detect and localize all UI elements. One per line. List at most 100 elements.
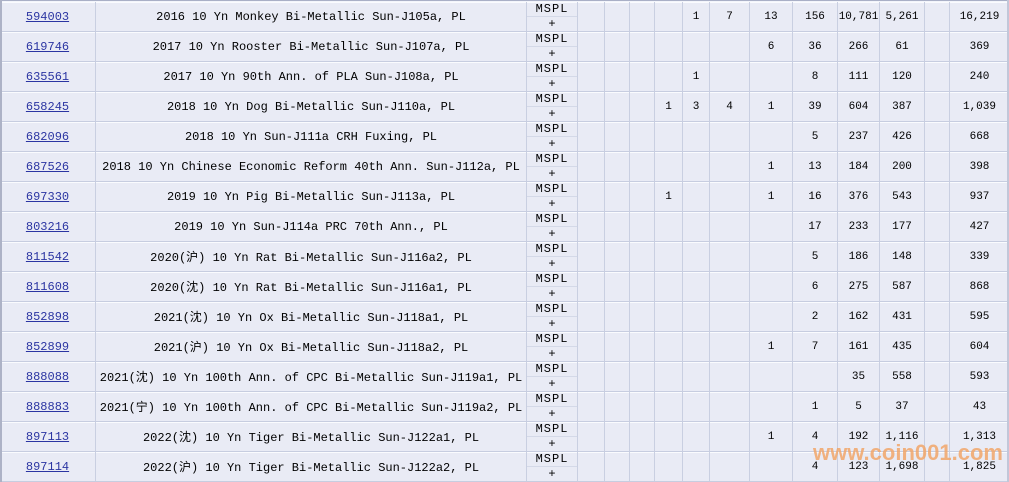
designation-plus: +: [548, 197, 556, 211]
grade-count-cell: [710, 272, 750, 301]
table-row: 811542 2020(沪) 10 Yn Rat Bi-Metallic Sun…: [0, 242, 1009, 272]
coin-id-link[interactable]: 594003: [25, 9, 70, 24]
designation-mspl: MSPL: [527, 152, 577, 167]
coin-id-link[interactable]: 682096: [25, 129, 70, 144]
grade-count-cell: [655, 2, 683, 31]
table-row: 888088 2021(沈) 10 Yn 100th Ann. of CPC B…: [0, 362, 1009, 392]
coin-id-cell: 658245: [0, 92, 96, 121]
grade-count-cell: 1: [793, 392, 838, 421]
grade-count-cell: 4: [793, 422, 838, 451]
grade-count-cell: [710, 302, 750, 331]
grade-count-cell: [605, 332, 630, 361]
coin-id-link[interactable]: 697330: [25, 189, 70, 204]
designation-mspl: MSPL: [527, 32, 577, 47]
table-row: 897113 2022(沈) 10 Yn Tiger Bi-Metallic S…: [0, 422, 1009, 452]
grade-count-cell: 587: [880, 272, 925, 301]
coin-id-link[interactable]: 811542: [25, 249, 70, 264]
grade-count-cell: [683, 122, 710, 151]
grade-count-cell: [710, 122, 750, 151]
coin-id-link[interactable]: 635561: [25, 69, 70, 84]
designation-cell: MSPL +: [527, 422, 578, 451]
grade-count-cell: [630, 332, 655, 361]
grade-count-cell: [750, 392, 793, 421]
designation-cell: MSPL +: [527, 332, 578, 361]
coin-id-cell: 897113: [0, 422, 96, 451]
designation-mspl: MSPL: [527, 362, 577, 377]
grade-count-cell: 1: [750, 332, 793, 361]
coin-description: 2021(沈) 10 Yn 100th Ann. of CPC Bi-Metal…: [96, 362, 527, 391]
grade-count-cell: [578, 422, 605, 451]
coin-id-link[interactable]: 852899: [25, 339, 70, 354]
grade-count-cell: 17: [793, 212, 838, 241]
designation-cell: MSPL +: [527, 242, 578, 271]
total-count: 604: [969, 340, 990, 353]
designation-plus: +: [548, 347, 556, 361]
table-row: 682096 2018 10 Yn Sun-J111a CRH Fuxing, …: [0, 122, 1009, 152]
coin-id-link[interactable]: 888883: [25, 399, 70, 414]
coin-description: 2019 10 Yn Sun-J114a PRC 70th Ann., PL: [96, 212, 527, 241]
grade-count-cell: [925, 32, 950, 61]
coin-id-link[interactable]: 658245: [25, 99, 70, 114]
grade-count-cell: [655, 272, 683, 301]
grade-count-cell: [710, 32, 750, 61]
grade-count-cell: [605, 92, 630, 121]
grade-count-cell: 435: [880, 332, 925, 361]
coin-id-cell: 803216: [0, 212, 96, 241]
grade-count-cell: [605, 2, 630, 31]
coin-id-link[interactable]: 803216: [25, 219, 70, 234]
grade-count-cell: [578, 452, 605, 481]
grade-count-cell: 431: [880, 302, 925, 331]
grade-count-cell: 162: [838, 302, 880, 331]
grade-count-cell: 35: [838, 362, 880, 391]
designation-plus: +: [548, 227, 556, 241]
grade-count-cell: [578, 92, 605, 121]
grade-count-cell: [578, 62, 605, 91]
coin-id-link[interactable]: 888088: [25, 369, 70, 384]
grade-count-cell: [750, 62, 793, 91]
grade-count-cell: [655, 152, 683, 181]
grade-count-cell: 233: [838, 212, 880, 241]
grade-count-cell: [925, 302, 950, 331]
grade-count-cell: [683, 392, 710, 421]
total-count: 43: [972, 400, 987, 413]
grade-count-cell: 36: [793, 32, 838, 61]
coin-id-link[interactable]: 852898: [25, 309, 70, 324]
coin-id-cell: 897114: [0, 452, 96, 481]
grade-count-cell: 426: [880, 122, 925, 151]
coin-description: 2018 10 Yn Chinese Economic Reform 40th …: [96, 152, 527, 181]
grade-count-cell: [630, 92, 655, 121]
coin-description: 2019 10 Yn Pig Bi-Metallic Sun-J113a, PL: [96, 182, 527, 211]
coin-id-cell: 852898: [0, 302, 96, 331]
total-count: 668: [969, 130, 990, 143]
coin-id-link[interactable]: 687526: [25, 159, 70, 174]
coin-id-link[interactable]: 897113: [25, 429, 70, 444]
grade-count-cell: [605, 32, 630, 61]
grade-count-cell: 5: [793, 242, 838, 271]
coin-id-cell: 682096: [0, 122, 96, 151]
grade-count-cell: [710, 152, 750, 181]
grade-count-cell: [925, 242, 950, 271]
designation-cell: MSPL +: [527, 302, 578, 331]
designation-plus: +: [548, 257, 556, 271]
grade-count-cell: [925, 62, 950, 91]
coin-id-link[interactable]: 811608: [25, 279, 70, 294]
total-count: 240: [969, 70, 990, 83]
coin-id-link[interactable]: 619746: [25, 39, 70, 54]
grade-count-cell: [630, 272, 655, 301]
grade-count-cell: 4: [793, 452, 838, 481]
grade-count-cell: 266: [838, 32, 880, 61]
designation-plus: +: [548, 407, 556, 421]
grade-count-cell: 1: [750, 152, 793, 181]
grade-count-cell: [578, 332, 605, 361]
grade-count-cell: 1: [655, 182, 683, 211]
coin-id-cell: 888883: [0, 392, 96, 421]
grade-count-cell: [605, 392, 630, 421]
grade-count-cell: 200: [880, 152, 925, 181]
grade-count-cell: 123: [838, 452, 880, 481]
grade-count-cell: [710, 362, 750, 391]
grade-count-cell: [683, 152, 710, 181]
designation-cell: MSPL +: [527, 152, 578, 181]
grade-count-cell: [605, 242, 630, 271]
coin-id-link[interactable]: 897114: [25, 459, 70, 474]
